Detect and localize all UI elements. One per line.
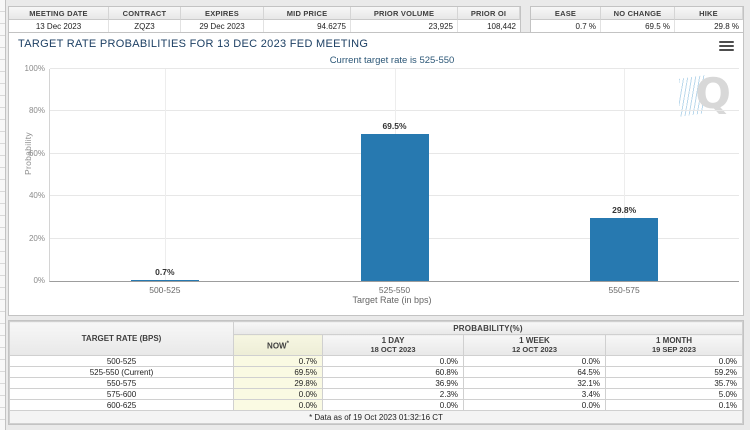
contract-value-5: 108,442 <box>458 20 520 32</box>
gridline-h-100 <box>50 68 739 69</box>
contract-header-1: CONTRACT <box>109 7 181 20</box>
fedwatch-chart-panel: TARGET RATE PROBABILITIES FOR 13 DEC 202… <box>8 32 744 316</box>
bar-value-label-500-525: 0.7% <box>155 266 175 277</box>
history-value-cell: 35.7% <box>605 377 743 389</box>
now-value-cell: 0.7% <box>233 355 323 367</box>
chart-title: TARGET RATE PROBABILITIES FOR 13 DEC 202… <box>18 38 369 50</box>
col-header-1-month: 1 MONTH 19 SEP 2023 <box>605 334 743 356</box>
now-value-cell: 0.0% <box>233 388 323 400</box>
history-value-cell: 0.0% <box>605 355 743 367</box>
y-tick-label-80: 80% <box>28 106 45 116</box>
summary-value-1: 69.5 % <box>601 20 675 32</box>
probability-history-table: TARGET RATE (BPS) PROBABILITY(%) NOW* 1 D… <box>9 321 743 424</box>
x-category-label-550-575: 550-575 <box>608 285 640 295</box>
rate-cell: 550-575 <box>9 377 234 389</box>
col-header-now: NOW* <box>233 334 323 356</box>
contract-value-4: 23,925 <box>351 20 458 32</box>
history-value-cell: 59.2% <box>605 366 743 378</box>
contract-header-2: EXPIRES <box>181 7 264 20</box>
adjacent-panel-edge <box>0 0 6 430</box>
rate-cell: 600-625 <box>9 399 234 411</box>
history-value-cell: 60.8% <box>322 366 464 378</box>
history-value-cell: 36.9% <box>322 377 464 389</box>
probability-group-header: PROBABILITY(%) <box>233 321 743 335</box>
contract-value-2: 29 Dec 2023 <box>181 20 264 32</box>
history-value-cell: 0.0% <box>322 399 464 411</box>
table-row-500-525: 500-525 0.7% 0.0% 0.0% 0.0% <box>9 355 743 367</box>
hamburger-menu-icon[interactable] <box>719 41 734 52</box>
now-value-cell: 69.5% <box>233 366 323 378</box>
chart-subtitle: Current target rate is 525-550 <box>329 55 455 66</box>
contract-header-0: MEETING DATE <box>9 7 109 20</box>
history-value-cell: 2.3% <box>322 388 464 400</box>
data-asof-footnote: * Data as of 19 Oct 2023 01:32:16 CT <box>9 410 743 424</box>
y-tick-label-0: 0% <box>33 276 45 285</box>
table-row-575-600: 575-600 0.0% 2.3% 3.4% 5.0% <box>9 388 743 400</box>
table-row-600-625: 600-625 0.0% 0.0% 0.0% 0.1% <box>9 399 743 411</box>
bar-value-label-550-575: 29.8% <box>612 204 637 215</box>
contract-summary-table: MEETING DATE CONTRACT EXPIRES MID PRICE PRIO… <box>8 6 521 33</box>
rate-column-header: TARGET RATE (BPS) <box>9 321 234 356</box>
contract-header-5: PRIOR OI <box>458 7 520 20</box>
probability-history-panel: TARGET RATE (BPS) PROBABILITY(%) NOW* 1 D… <box>8 320 744 425</box>
rate-cell: 575-600 <box>9 388 234 400</box>
y-tick-label-100: 100% <box>24 64 45 73</box>
bar-525-550[interactable] <box>360 133 429 281</box>
now-value-cell: 29.8% <box>233 377 323 389</box>
summary-header-1: NO CHANGE <box>601 7 675 20</box>
y-tick-label-20: 20% <box>28 233 45 243</box>
contract-value-1: ZQZ3 <box>109 20 181 32</box>
contract-header-3: MID PRICE <box>264 7 351 20</box>
history-value-cell: 32.1% <box>463 377 606 389</box>
table-row-525-550: 525-550 (Current) 69.5% 60.8% 64.5% 59.2% <box>9 366 743 378</box>
y-tick-label-60: 60% <box>28 148 45 158</box>
col-header-1-day: 1 DAY 18 OCT 2023 <box>322 334 464 356</box>
history-value-cell: 3.4% <box>463 388 606 400</box>
history-value-cell: 0.0% <box>463 399 606 411</box>
rate-cell: 500-525 <box>9 355 234 367</box>
history-value-cell: 64.5% <box>463 366 606 378</box>
bar-500-525[interactable] <box>130 279 199 281</box>
gridline-v-2 <box>624 69 626 281</box>
contract-value-0: 13 Dec 2023 <box>9 20 109 32</box>
now-value-cell: 0.0% <box>233 399 323 411</box>
contract-header-4: PRIOR VOLUME <box>351 7 458 20</box>
rate-cell: 525-550 (Current) <box>9 366 234 378</box>
watermark-q-letter: Q <box>695 69 731 118</box>
ease-nochange-hike-table: EASE NO CHANGE HIKE 0.7 % 69.5 % 29.8 % <box>530 6 744 33</box>
summary-value-0: 0.7 % <box>531 20 601 32</box>
col-header-1-week: 1 WEEK 12 OCT 2023 <box>463 334 606 356</box>
history-value-cell: 0.0% <box>322 355 464 367</box>
summary-value-2: 29.8 % <box>675 20 743 32</box>
bar-value-label-525-550: 69.5% <box>382 120 407 131</box>
history-value-cell: 0.0% <box>463 355 606 367</box>
table-row-550-575: 550-575 29.8% 36.9% 32.1% 35.7% <box>9 377 743 389</box>
x-category-label-500-525: 500-525 <box>149 285 181 295</box>
history-value-cell: 5.0% <box>605 388 743 400</box>
bar-550-575[interactable] <box>590 217 659 281</box>
history-value-cell: 0.1% <box>605 399 743 411</box>
quikstrike-watermark: Q <box>679 71 731 119</box>
y-tick-label-40: 40% <box>28 191 45 201</box>
contract-value-3: 94.6275 <box>264 20 351 32</box>
summary-header-2: HIKE <box>675 7 743 20</box>
bar-chart-plot-area: 0% 20% 40% 60% 80% 100% 0.7% 500-525 69.5% 525-55… <box>25 64 739 295</box>
x-axis-title: Target Rate (in bps) <box>352 295 432 305</box>
summary-header-0: EASE <box>531 7 601 20</box>
x-category-label-525-550: 525-550 <box>378 285 411 295</box>
gridline-v-0 <box>164 69 166 281</box>
